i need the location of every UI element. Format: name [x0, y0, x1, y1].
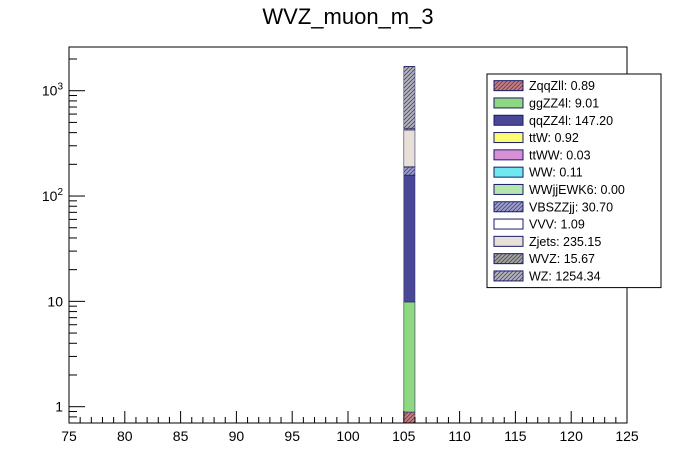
y-tick-base: 10 [42, 83, 58, 99]
bar-hatch-WVZ [403, 128, 415, 130]
y-tick-exponent: 2 [57, 187, 63, 198]
y-tick-label: 1 [55, 399, 63, 415]
legend-swatch-hatch-VBSZZjj [494, 201, 523, 212]
legend-swatch-VVV [494, 219, 523, 230]
legend-label-WVZ: WVZ: 15.67 [529, 252, 595, 266]
x-tick-label: 125 [615, 428, 639, 444]
legend-swatch-ggZZ4l [494, 97, 523, 108]
legend-swatch-border-WW [493, 166, 524, 178]
legend-swatch-Zjets [494, 236, 523, 247]
legend-swatch-border-qqZZ4l [493, 114, 524, 126]
legend-swatch-WWjjEWK6 [494, 184, 523, 195]
legend-label-ggZZ4l: ggZZ4l: 9.01 [529, 96, 599, 110]
x-tick-label: 85 [173, 428, 189, 444]
y-tick-exponent: 3 [57, 82, 63, 93]
legend-label-ttW: ttW: 0.92 [529, 131, 579, 145]
legend-swatch-ttW [494, 132, 523, 143]
y-tick-label: 103 [42, 82, 64, 99]
legend-box [486, 73, 662, 289]
legend-label-WZ: WZ: 1254.34 [529, 269, 601, 283]
y-tick-label: 10 [47, 293, 63, 309]
bar-outline-WZ [403, 66, 416, 129]
legend-swatch-border-VVV [493, 218, 524, 230]
x-tick-label: 75 [61, 428, 77, 444]
legend-label-VVV: VVV: 1.09 [529, 218, 585, 232]
x-tick-label: 110 [448, 428, 471, 444]
legend-label-WW: WW: 0.11 [529, 166, 583, 180]
y-tick-label: 102 [42, 187, 64, 204]
bar-hatch-WZ [403, 66, 415, 129]
x-tick-label: 115 [504, 428, 527, 444]
legend-swatch-border-VBSZZjj [493, 201, 524, 213]
x-tick-label: 90 [229, 428, 245, 444]
bar-hatch-qqZZ4l [403, 175, 415, 302]
legend-swatch-hatch-WZ [494, 270, 523, 281]
legend-swatch-border-ttWW [493, 149, 524, 161]
legend-swatch-hatch-ZqqZll [494, 80, 523, 91]
legend-label-Zjets: Zjets: 235.15 [529, 235, 601, 249]
legend-swatch-border-WZ [493, 270, 524, 282]
x-tick-label: 80 [117, 428, 133, 444]
legend-swatch-border-WVZ [493, 253, 524, 265]
y-tick-base: 10 [47, 293, 63, 309]
legend-swatch-border-WWjjEWK6 [493, 183, 524, 195]
y-tick-base: 10 [42, 188, 58, 204]
stack-bars [403, 66, 416, 424]
x-tick-label: 95 [284, 428, 300, 444]
chart-title: WVZ_muon_m_3 [262, 4, 434, 29]
legend-swatch-hatch-WVZ [494, 253, 523, 264]
bar-hatch-ZqqZll [403, 412, 415, 423]
legend-label-WWjjEWK6: WWjjEWK6: 0.00 [529, 183, 625, 197]
x-tick-label: 105 [392, 428, 416, 444]
legend-label-qqZZ4l: qqZZ4l: 147.20 [529, 114, 613, 128]
x-tick-label: 100 [336, 428, 360, 444]
legend: ZqqZll: 0.89 ggZZ4l: 9.01 qqZZ4l: 147.20 tt… [486, 73, 662, 289]
legend-swatch-ttWW [494, 149, 523, 160]
y-tick-base: 1 [55, 399, 63, 415]
legend-swatch-WW [494, 167, 523, 178]
legend-swatch-border-Zjets [493, 235, 524, 247]
x-axis: 75 80 85 90 95 100 105 110 115 120 125 [61, 411, 639, 444]
legend-swatch-border-ttW [493, 132, 524, 144]
bar-ggZZ4l [403, 301, 415, 413]
legend-swatch-border-ZqqZll [493, 80, 524, 92]
x-tick-label: 120 [560, 428, 584, 444]
legend-label-ZqqZll: ZqqZll: 0.89 [529, 79, 595, 93]
legend-label-ttWW: ttWW: 0.03 [529, 148, 591, 162]
legend-swatch-border-ggZZ4l [493, 97, 524, 109]
bar-hatch-VBSZZjj [403, 166, 415, 176]
legend-label-VBSZZjj: VBSZZjj: 30.70 [529, 200, 613, 214]
bar-Zjets [403, 129, 415, 167]
legend-swatch-hatch-qqZZ4l [494, 115, 523, 126]
